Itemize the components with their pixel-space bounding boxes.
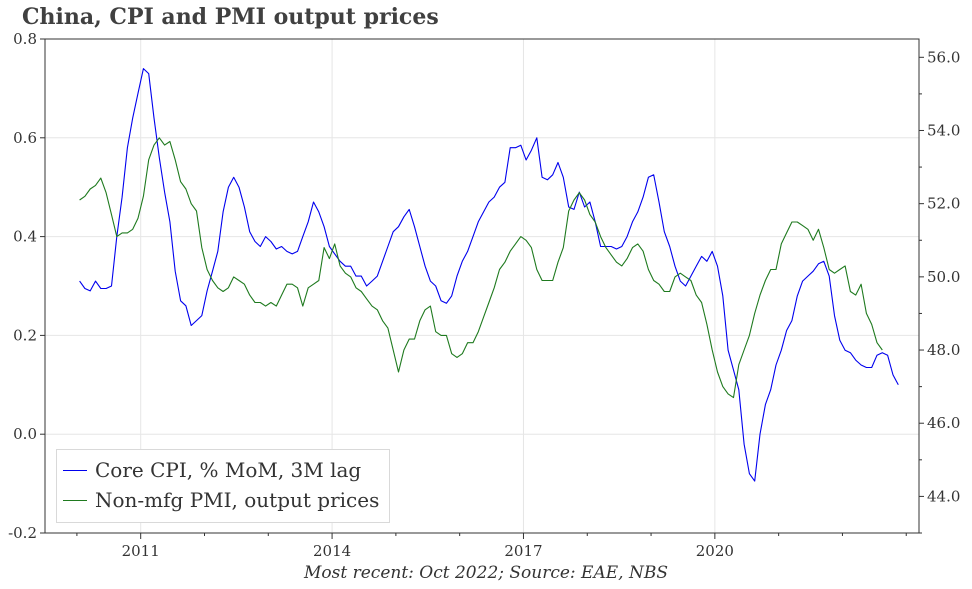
chart-title: China, CPI and PMI output prices [22,4,439,30]
left-tick-label: 0.0 [13,425,37,443]
source-note: Most recent: Oct 2022; Source: EAE, NBS [304,563,668,583]
right-tick-label: 56.0 [927,48,960,66]
legend-swatch-core-cpi [63,469,87,471]
left-tick-label: 0.4 [13,228,37,246]
legend-item-pmi: Non-mfg PMI, output prices [63,486,379,514]
left-tick-label: 0.2 [13,326,37,344]
left-tick-label: -0.2 [8,524,37,542]
left-tick-label: 0.8 [13,30,37,48]
right-tick-label: 44.0 [927,487,960,505]
right-tick-label: 46.0 [927,414,960,432]
series-line-pmi [79,137,883,399]
right-tick-label: 48.0 [927,341,960,359]
legend-label-pmi: Non-mfg PMI, output prices [95,488,380,512]
right-tick-label: 52.0 [927,195,960,213]
legend-label-core-cpi: Core CPI, % MoM, 3M lag [95,458,362,482]
x-tick-label: 2014 [313,542,351,560]
x-tick-label: 2011 [122,542,160,560]
right-tick-label: 54.0 [927,121,960,139]
series-layer [79,68,899,482]
left-tick-label: 0.6 [13,129,37,147]
series-line-core-cpi [79,68,899,482]
x-tick-label: 2020 [696,542,734,560]
legend-item-core-cpi: Core CPI, % MoM, 3M lag [63,456,361,484]
axes: -0.2 0.0 0.2 0.4 0.6 0.8 2011 2014 2017 2020 44.0 4… [8,30,960,560]
plot-frame [44,38,920,534]
x-tick-label: 2017 [504,542,542,560]
legend-swatch-pmi [63,499,87,501]
right-tick-label: 50.0 [927,268,960,286]
legend: Core CPI, % MoM, 3M lag Non-mfg PMI, out… [56,449,390,523]
chart-canvas: -0.2 0.0 0.2 0.4 0.6 0.8 2011 2014 2017 2020 44.0 4… [8,30,960,560]
